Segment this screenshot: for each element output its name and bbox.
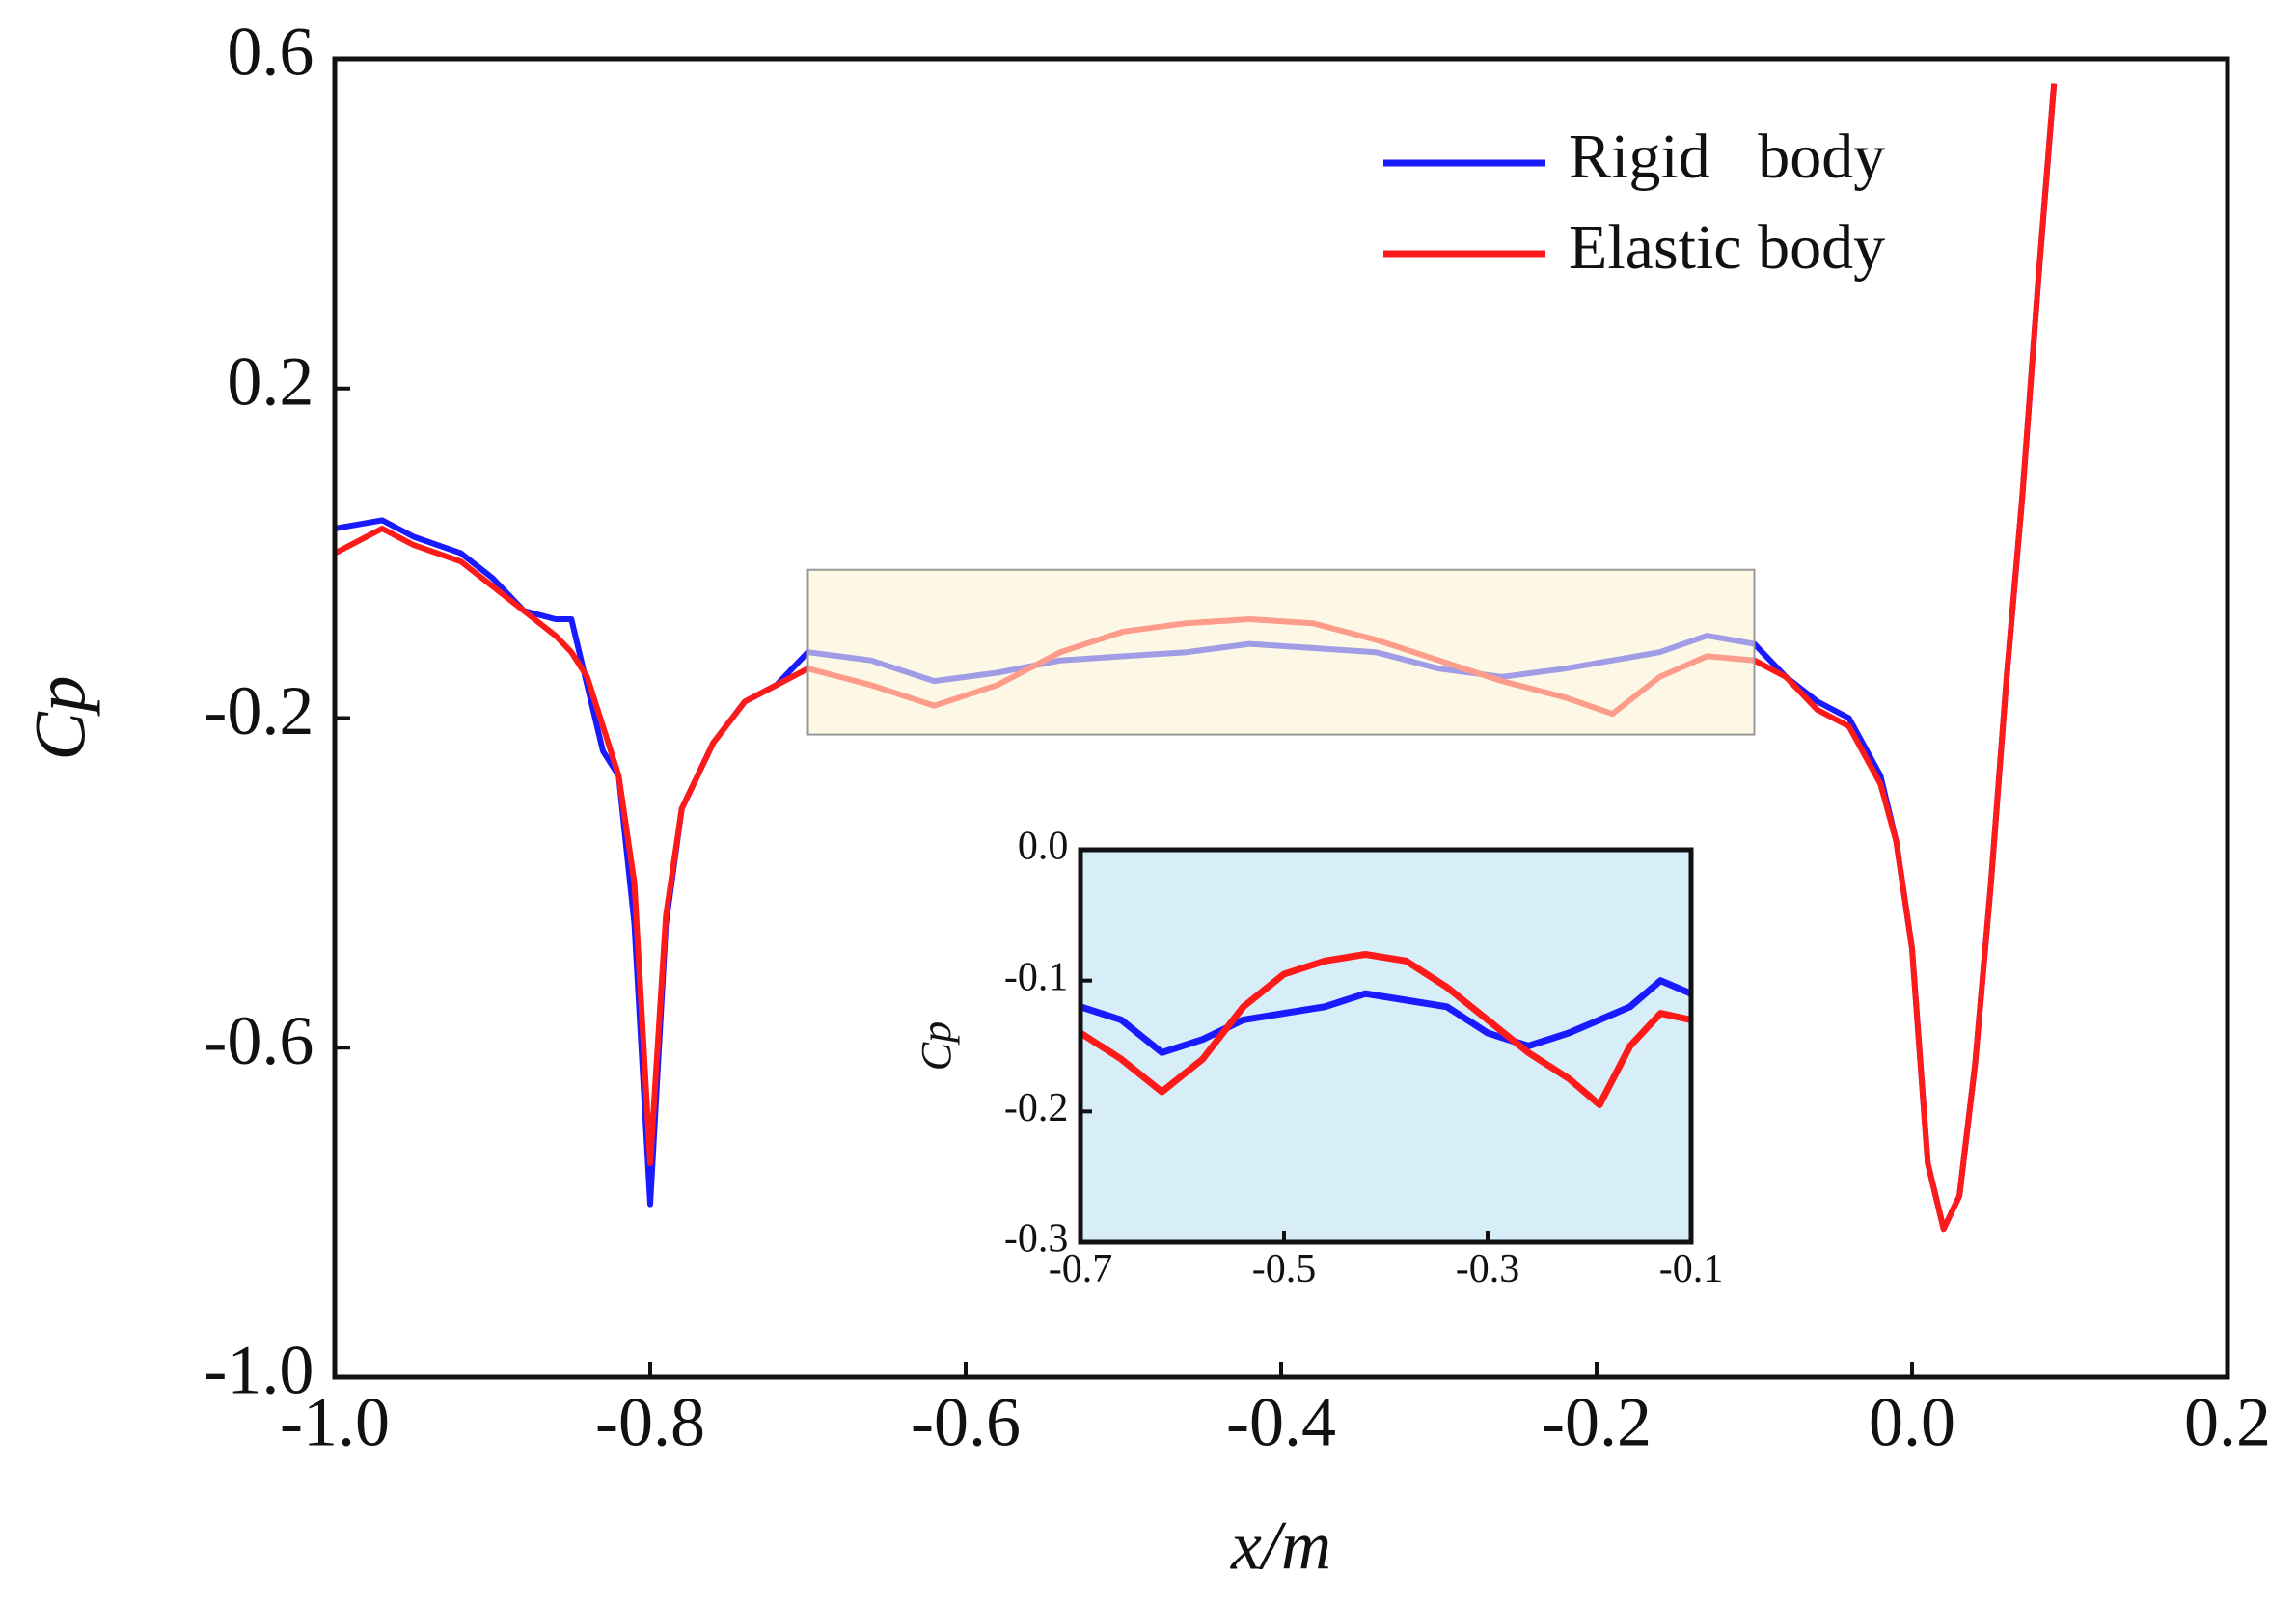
y-axis-label: Cp: [20, 675, 100, 760]
legend-label: Rigid body: [1569, 122, 1885, 192]
y-tick-label: -0.2: [1004, 1086, 1069, 1130]
y-axis-label: Cp: [913, 1021, 960, 1071]
series-line: [1079, 977, 1693, 1056]
y-tick-label: -0.2: [204, 672, 314, 749]
x-tick-label: -0.3: [1456, 1247, 1520, 1291]
x-tick-label: -0.2: [1542, 1384, 1652, 1461]
y-tick-label: 0.6: [227, 14, 314, 91]
x-tick-label: -0.1: [1659, 1247, 1724, 1291]
y-tick-label: 0.2: [227, 342, 314, 420]
x-tick-label: -0.8: [595, 1384, 705, 1461]
x-tick-label: -0.4: [1226, 1384, 1336, 1461]
y-tick-label: -1.0: [204, 1332, 314, 1409]
y-tick-label: -0.3: [1004, 1217, 1069, 1262]
x-tick-label: -0.5: [1252, 1247, 1317, 1291]
x-tick-label: 0.0: [1869, 1384, 1955, 1461]
series-line: [1079, 951, 1692, 1108]
x-tick-label: -0.7: [1049, 1247, 1113, 1291]
y-tick-label: 0.0: [1018, 825, 1069, 869]
legend-label: Elastic body: [1569, 212, 1885, 283]
y-tick-label: -0.6: [204, 1002, 314, 1079]
plot-frame: [1078, 847, 1694, 1245]
x-tick-label: -0.6: [911, 1384, 1021, 1461]
x-tick-label: 0.2: [2184, 1384, 2271, 1461]
zoom-box: [806, 568, 1756, 736]
x-axis-label: x/m: [1230, 1508, 1331, 1585]
x-tick-label: -1.0: [280, 1384, 390, 1461]
y-tick-label: -0.1: [1004, 955, 1069, 999]
